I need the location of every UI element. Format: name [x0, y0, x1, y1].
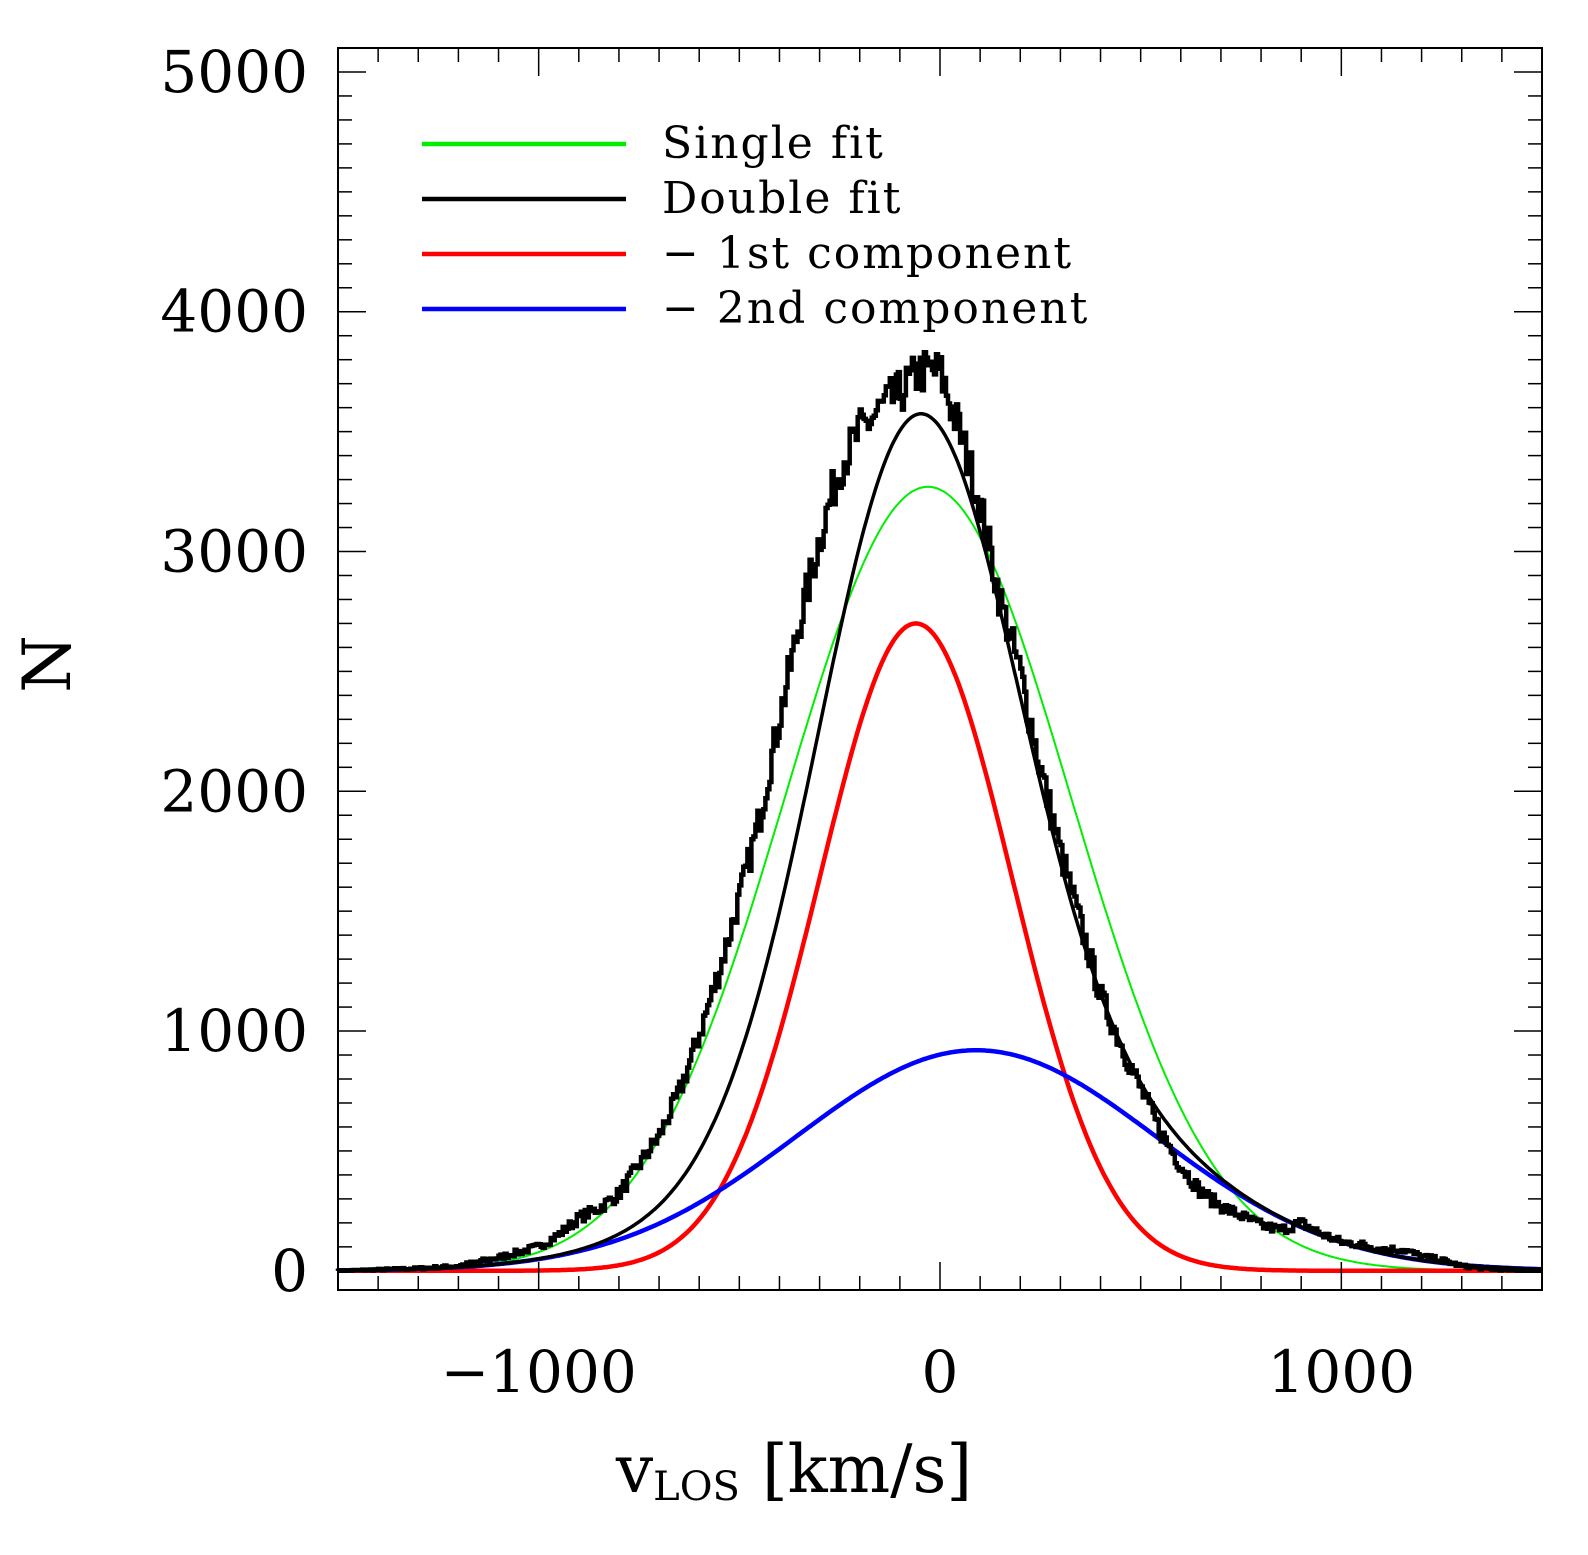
- y-tick-labels: 0 1000 2000 3000 4000 5000: [160, 38, 308, 1305]
- legend-label: − 2nd component: [662, 283, 1089, 334]
- fit-curve-4: [338, 1047, 1543, 1273]
- histogram-step: [335, 349, 1543, 1274]
- y-tick-label: 4000: [160, 278, 308, 346]
- x-tick-label: 1000: [1268, 1338, 1416, 1406]
- x-tick-labels: −1000 0 1000: [441, 1338, 1416, 1406]
- x-axis-title: vLOS [km/s]: [615, 1431, 972, 1510]
- y-tick-label: 2000: [160, 757, 308, 825]
- legend-label: − 1st component: [662, 228, 1073, 279]
- fit-curve-3: [338, 621, 1542, 1274]
- fit-curves: [338, 412, 1543, 1274]
- x-tick-label: −1000: [441, 1338, 637, 1406]
- legend-item: Single fit: [422, 118, 885, 169]
- legend-item: − 1st component: [422, 228, 1073, 279]
- x-tick-label: 0: [922, 1338, 959, 1406]
- x-axis-title-units: [km/s]: [762, 1431, 972, 1508]
- legend-label: Single fit: [662, 118, 885, 169]
- y-axis-title: N: [9, 635, 86, 693]
- fit-curve-2: [338, 412, 1543, 1273]
- y-tick-label: 5000: [160, 38, 308, 106]
- y-tick-label: 1000: [160, 997, 308, 1065]
- y-tick-label: 3000: [160, 518, 308, 586]
- legend-item: Double fit: [422, 173, 902, 224]
- axis-ticks: [337, 47, 1543, 1290]
- x-axis-title-main: v: [615, 1431, 654, 1508]
- legend-label: Double fit: [662, 173, 902, 224]
- legend-item: − 2nd component: [422, 283, 1089, 334]
- fit-curve-1: [338, 485, 1542, 1272]
- y-tick-label: 0: [271, 1237, 308, 1305]
- histogram-layer: [335, 349, 1543, 1274]
- x-axis-title-sub: LOS: [653, 1464, 740, 1510]
